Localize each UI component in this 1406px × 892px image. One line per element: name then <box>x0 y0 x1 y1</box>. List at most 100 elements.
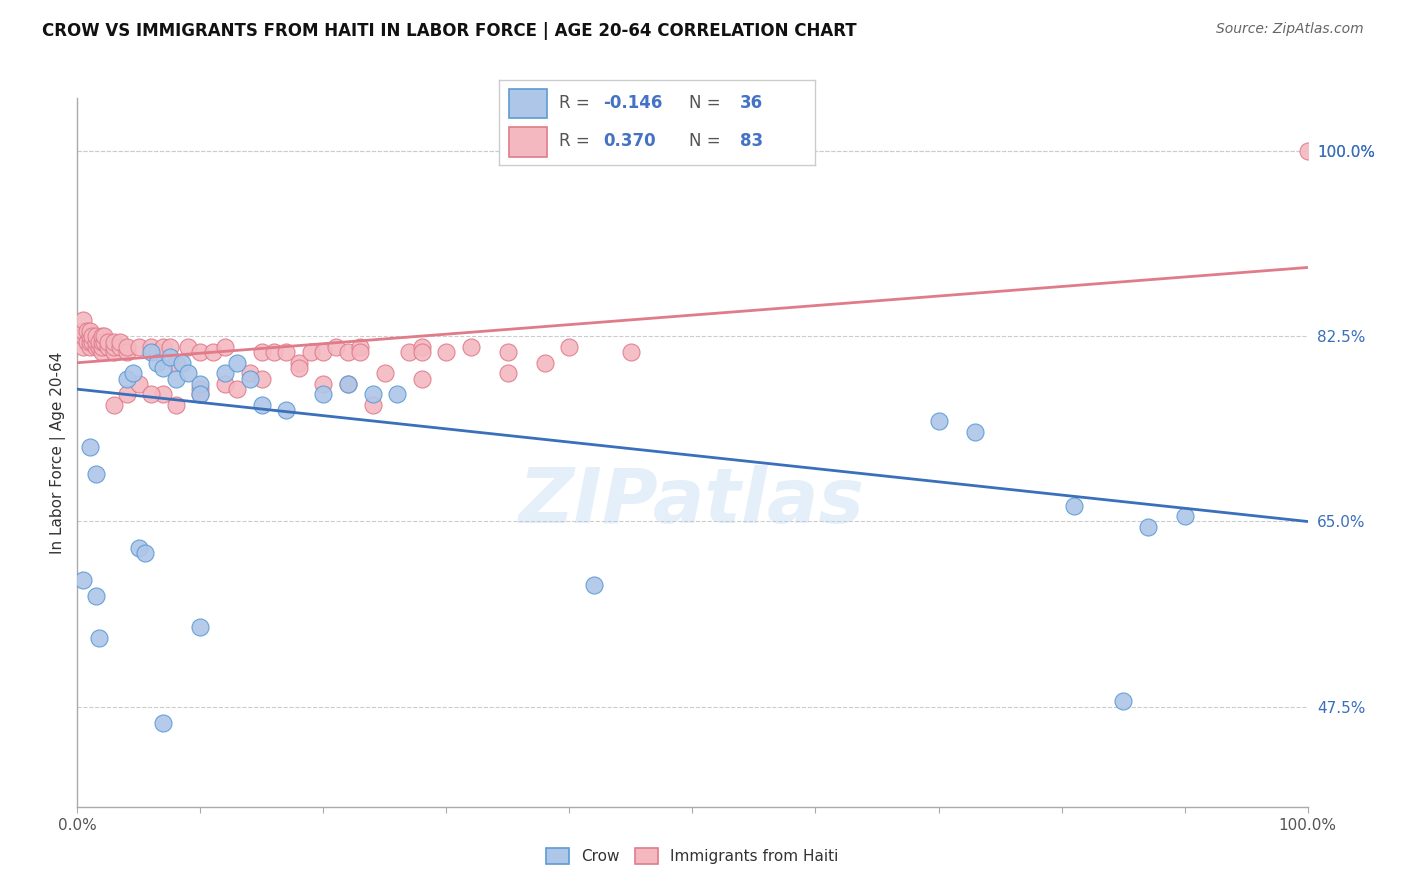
Point <box>90 340 114 354</box>
Point <box>141 387 163 401</box>
Point <box>583 578 606 592</box>
Point <box>361 387 384 401</box>
Point <box>214 376 236 391</box>
Text: 36: 36 <box>740 95 762 112</box>
Text: N =: N = <box>689 132 720 150</box>
Point <box>72 573 94 587</box>
Point <box>128 541 150 555</box>
Point <box>239 367 262 381</box>
Point <box>90 334 114 349</box>
Point <box>115 345 138 359</box>
Text: R =: R = <box>560 95 591 112</box>
FancyBboxPatch shape <box>509 89 547 119</box>
Point <box>226 382 249 396</box>
Point <box>97 340 120 354</box>
Text: N =: N = <box>689 95 720 112</box>
Point <box>288 361 311 376</box>
Point <box>72 313 94 327</box>
Point <box>928 414 950 428</box>
Point <box>115 340 138 354</box>
Point <box>146 345 169 359</box>
Point <box>496 367 519 381</box>
Point <box>337 376 360 391</box>
Point <box>72 329 94 343</box>
Text: 0.370: 0.370 <box>603 132 657 150</box>
Point <box>337 376 360 391</box>
Point <box>84 340 107 354</box>
Point <box>374 367 396 381</box>
Point <box>534 356 557 370</box>
Point <box>177 367 200 381</box>
Point <box>103 345 125 359</box>
Point <box>141 345 163 359</box>
Point <box>72 340 94 354</box>
Point <box>288 356 311 370</box>
FancyBboxPatch shape <box>509 127 547 157</box>
Point <box>312 376 335 391</box>
Point <box>558 340 581 354</box>
Point <box>190 382 212 396</box>
Point <box>250 398 273 412</box>
Point <box>214 340 236 354</box>
Point <box>79 324 101 338</box>
Point <box>141 340 163 354</box>
Point <box>201 345 224 359</box>
Point <box>312 345 335 359</box>
Point <box>84 329 107 343</box>
Point <box>165 371 187 385</box>
Point <box>84 589 107 603</box>
Point <box>159 351 181 365</box>
Point <box>152 715 174 730</box>
Point <box>190 620 212 634</box>
Point <box>89 334 111 349</box>
Point <box>170 356 193 370</box>
Y-axis label: In Labor Force | Age 20-64: In Labor Force | Age 20-64 <box>51 351 66 554</box>
Point <box>89 340 111 354</box>
Point <box>82 334 104 349</box>
Point <box>1136 520 1159 534</box>
Point <box>276 403 298 417</box>
Point <box>128 376 150 391</box>
Point <box>93 329 115 343</box>
Point <box>128 340 150 354</box>
Point <box>263 345 285 359</box>
Point <box>76 324 98 338</box>
Point <box>337 345 360 359</box>
Point <box>79 340 101 354</box>
Point <box>276 345 298 359</box>
Point <box>177 340 200 354</box>
Point <box>411 340 433 354</box>
Point <box>79 329 101 343</box>
Point <box>115 371 138 385</box>
Point <box>103 334 125 349</box>
Point <box>214 367 236 381</box>
Point <box>165 398 187 412</box>
Point <box>190 387 212 401</box>
Point <box>1174 509 1197 524</box>
Point <box>90 345 114 359</box>
Point <box>361 398 384 412</box>
Point <box>411 345 433 359</box>
Point <box>110 334 132 349</box>
Text: Source: ZipAtlas.com: Source: ZipAtlas.com <box>1216 22 1364 37</box>
Point <box>1112 694 1135 708</box>
Text: ZIPatlas: ZIPatlas <box>519 466 866 540</box>
Point <box>159 340 181 354</box>
Point <box>436 345 458 359</box>
Point <box>965 425 987 439</box>
Point <box>97 334 120 349</box>
Point <box>387 387 409 401</box>
Point <box>72 324 94 338</box>
Point <box>398 345 420 359</box>
Point <box>79 334 101 349</box>
Point <box>325 340 347 354</box>
Point <box>239 371 262 385</box>
Point <box>146 356 169 370</box>
Point <box>152 340 174 354</box>
Point <box>84 467 107 481</box>
Point <box>460 340 482 354</box>
Point <box>152 387 174 401</box>
Point <box>312 387 335 401</box>
Point <box>250 371 273 385</box>
Point <box>93 334 115 349</box>
